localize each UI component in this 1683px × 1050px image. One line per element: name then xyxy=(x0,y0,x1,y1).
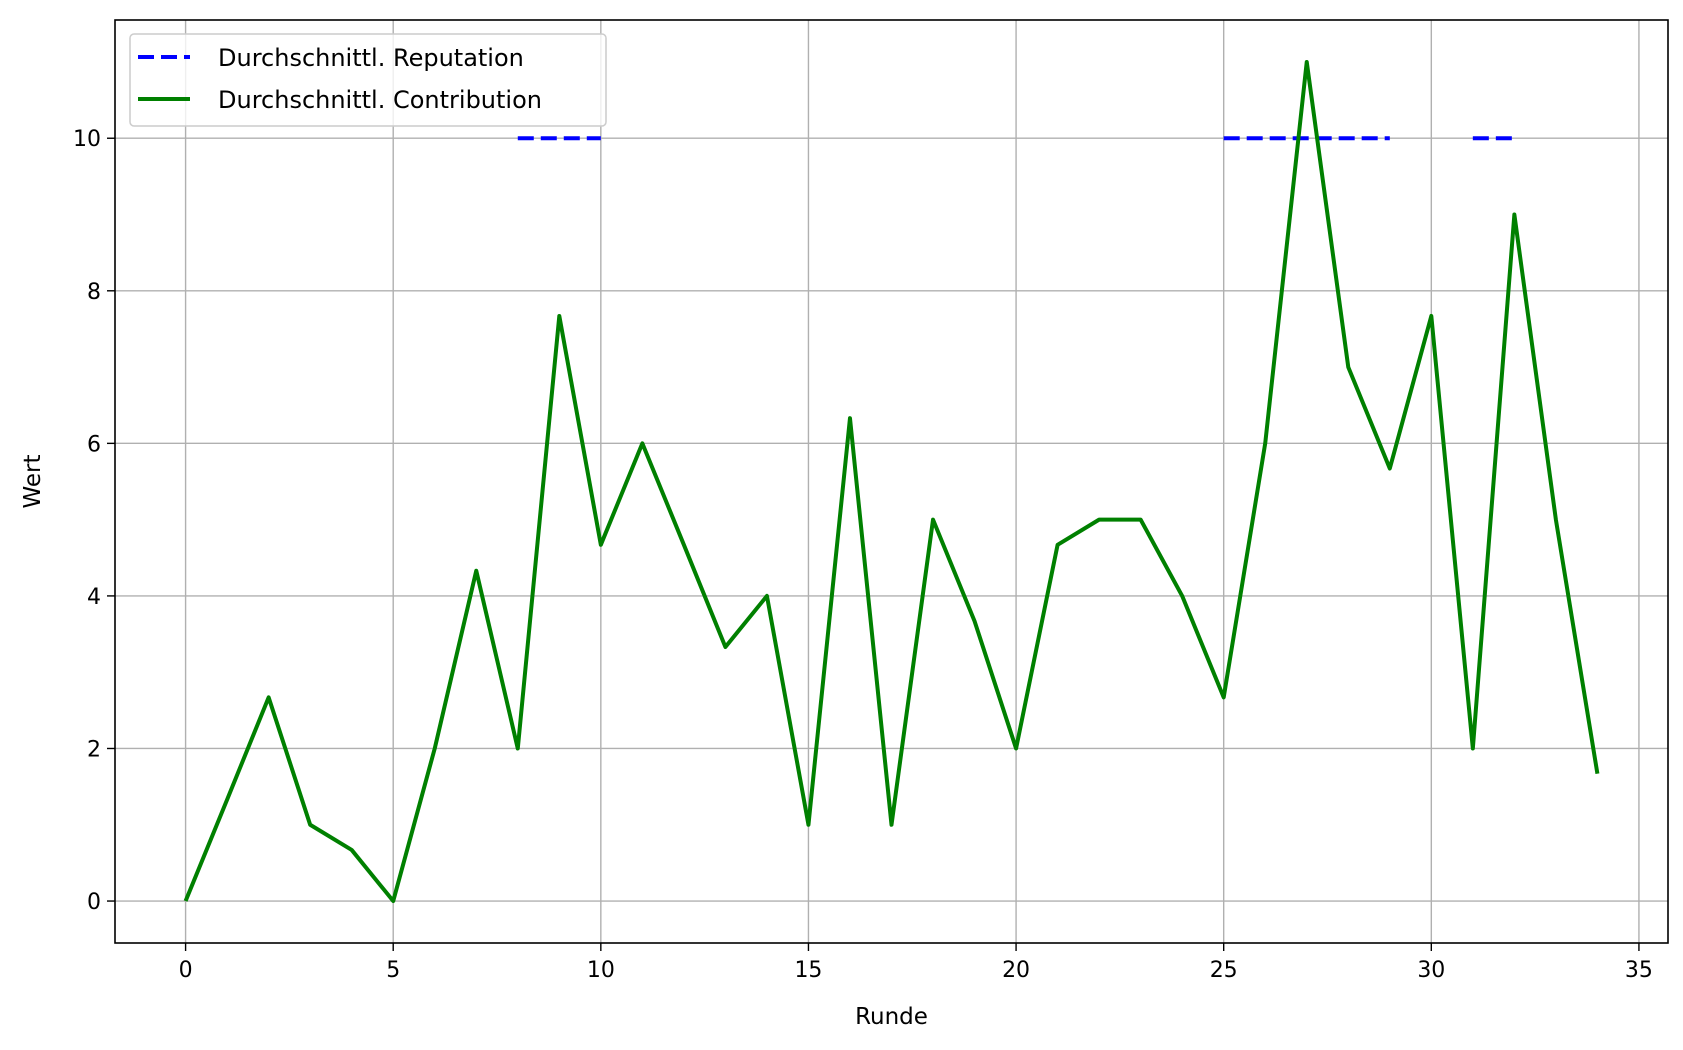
legend-label-reputation: Durchschnittl. Reputation xyxy=(218,44,524,72)
plot-frame xyxy=(114,19,1669,944)
x-tick-label: 15 xyxy=(794,958,822,983)
y-tick-label: 8 xyxy=(87,280,101,305)
x-axis-label: Runde xyxy=(855,1004,928,1030)
x-tick-label: 30 xyxy=(1417,958,1445,983)
x-tick-label: 10 xyxy=(587,958,615,983)
y-tick-label: 6 xyxy=(87,432,101,457)
axis-ticks: 0 5 10 15 20 25 30 35 0 2 4 6 8 10 xyxy=(73,127,1653,983)
y-tick-label: 4 xyxy=(87,585,101,610)
x-tick-label: 20 xyxy=(1002,958,1030,983)
x-tick-label: 35 xyxy=(1625,958,1653,983)
grid-lines xyxy=(115,20,1668,943)
legend-label-contribution: Durchschnittl. Contribution xyxy=(218,86,542,114)
legend-box xyxy=(129,33,607,127)
x-tick-label: 5 xyxy=(386,958,400,983)
y-tick-label: 2 xyxy=(87,737,101,762)
y-tick-label: 0 xyxy=(87,890,101,915)
y-tick-label: 10 xyxy=(73,127,101,152)
legend: Durchschnittl. Reputation Durchschnittl.… xyxy=(129,33,607,127)
x-tick-label: 0 xyxy=(179,958,193,983)
y-axis-label: Wert xyxy=(20,454,46,508)
series-layer xyxy=(183,59,1600,904)
contribution-line xyxy=(183,59,1600,904)
x-tick-label: 25 xyxy=(1210,958,1238,983)
